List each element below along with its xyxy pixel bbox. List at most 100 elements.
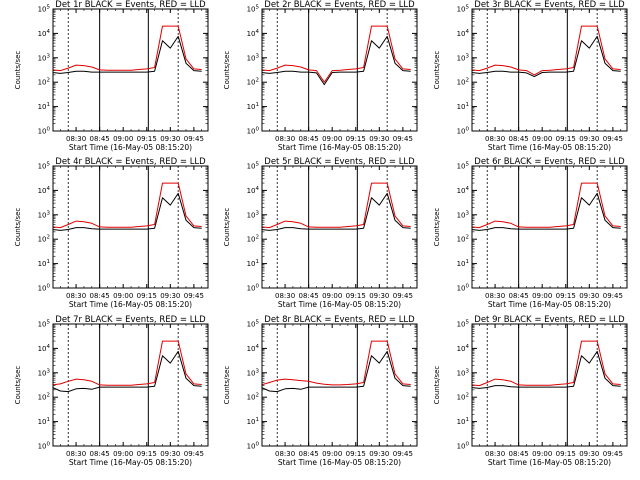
- series-line-events: [52, 192, 202, 231]
- y-tick-label: 100: [457, 127, 470, 136]
- plot-frame: [52, 323, 209, 447]
- x-tick-label: 09:00: [113, 450, 133, 458]
- plot-frame: [471, 8, 628, 132]
- y-tick-label: 101: [457, 259, 469, 268]
- y-tick-label: 104: [247, 186, 260, 195]
- y-tick-label: 102: [38, 235, 50, 244]
- x-tick-label: 09:15: [346, 292, 366, 300]
- plot-frame: [52, 8, 209, 132]
- y-tick-label: 104: [457, 344, 470, 353]
- chart-title: Det 3r BLACK = Events, RED = LLD: [474, 0, 625, 10]
- y-tick-label: 102: [38, 78, 50, 87]
- x-tick-label: 09:30: [369, 292, 389, 300]
- y-tick-label: 103: [457, 53, 470, 62]
- y-tick-label: 104: [457, 29, 470, 38]
- y-tick-label: 103: [247, 210, 260, 219]
- x-axis-label: Start Time (16-May-05 08:15:20): [278, 458, 401, 467]
- series-line-lld: [471, 25, 621, 76]
- series-line-lld: [471, 340, 621, 387]
- y-tick-label: 103: [457, 368, 470, 377]
- y-tick-label: 105: [457, 320, 470, 329]
- x-tick-label: 08:30: [485, 292, 505, 300]
- y-tick-label: 101: [38, 102, 50, 111]
- y-tick-label: 105: [457, 5, 470, 14]
- x-axis-label: Start Time (16-May-05 08:15:20): [488, 458, 611, 467]
- y-tick-label: 100: [457, 442, 470, 451]
- x-tick-label: 09:00: [322, 135, 342, 143]
- y-tick-label: 102: [247, 393, 259, 402]
- y-axis-label: Counts/sec: [14, 208, 22, 247]
- y-tick-label: 102: [38, 393, 50, 402]
- series-line-lld: [261, 340, 411, 386]
- x-tick-label: 08:45: [509, 450, 529, 458]
- x-tick-label: 09:30: [579, 135, 599, 143]
- chart-title: Det 2r BLACK = Events, RED = LLD: [264, 0, 415, 10]
- series-line-lld: [261, 182, 411, 229]
- x-tick-label: 09:00: [113, 292, 133, 300]
- chart-panel: Det 3r BLACK = Events, RED = LLD 100 101 10…: [433, 0, 628, 152]
- chart-title: Det 8r BLACK = Events, RED = LLD: [264, 315, 415, 325]
- x-tick-label: 09:45: [184, 135, 204, 143]
- x-tick-label: 09:45: [184, 292, 204, 300]
- y-tick-label: 104: [247, 344, 260, 353]
- y-tick-label: 100: [247, 442, 260, 451]
- y-axis-label: Counts/sec: [223, 208, 231, 247]
- series-line-events: [261, 192, 411, 231]
- y-tick-label: 101: [247, 102, 259, 111]
- x-tick-label: 09:45: [184, 450, 204, 458]
- chart-panel: Det 7r BLACK = Events, RED = LLD 100 101 10…: [14, 315, 209, 467]
- x-tick-label: 09:45: [393, 450, 413, 458]
- series-line-events: [261, 35, 411, 86]
- x-tick-label: 09:15: [556, 135, 576, 143]
- y-tick-label: 105: [247, 5, 260, 14]
- y-axis-label: Counts/sec: [14, 51, 22, 90]
- x-tick-label: 08:45: [90, 450, 110, 458]
- x-tick-label: 08:30: [275, 450, 295, 458]
- x-tick-label: 09:15: [346, 135, 366, 143]
- plot-frame: [52, 165, 209, 289]
- x-tick-label: 09:45: [393, 292, 413, 300]
- x-tick-label: 09:00: [113, 135, 133, 143]
- x-tick-label: 08:30: [66, 450, 86, 458]
- x-axis-label: Start Time (16-May-05 08:15:20): [69, 458, 192, 467]
- plot-frame: [261, 323, 418, 447]
- y-tick-label: 104: [247, 29, 260, 38]
- y-tick-label: 105: [38, 5, 51, 14]
- y-axis-label: Counts/sec: [223, 366, 231, 405]
- chart-title: Det 5r BLACK = Events, RED = LLD: [264, 157, 415, 167]
- x-tick-label: 08:45: [90, 292, 110, 300]
- y-tick-label: 102: [457, 393, 469, 402]
- x-axis-label: Start Time (16-May-05 08:15:20): [69, 143, 192, 152]
- series-line-events: [471, 192, 621, 231]
- y-axis-label: Counts/sec: [14, 366, 22, 405]
- y-tick-label: 105: [38, 162, 51, 171]
- x-tick-label: 08:30: [275, 292, 295, 300]
- x-tick-label: 08:30: [275, 135, 295, 143]
- chart-title: Det 1r BLACK = Events, RED = LLD: [55, 0, 206, 10]
- series-line-lld: [52, 182, 202, 229]
- y-tick-label: 102: [457, 78, 469, 87]
- x-tick-label: 09:00: [532, 292, 552, 300]
- x-tick-label: 09:00: [532, 450, 552, 458]
- y-tick-label: 101: [38, 417, 50, 426]
- x-tick-label: 09:30: [369, 450, 389, 458]
- y-tick-label: 102: [247, 78, 259, 87]
- y-tick-label: 102: [247, 235, 259, 244]
- chart-title: Det 6r BLACK = Events, RED = LLD: [474, 157, 625, 167]
- x-tick-label: 09:00: [322, 292, 342, 300]
- y-axis-label: Counts/sec: [433, 51, 441, 90]
- y-tick-label: 103: [247, 53, 260, 62]
- y-axis-label: Counts/sec: [433, 366, 441, 405]
- y-tick-label: 103: [38, 368, 51, 377]
- x-tick-label: 09:15: [137, 135, 157, 143]
- x-tick-label: 08:45: [299, 135, 319, 143]
- y-tick-label: 101: [457, 102, 469, 111]
- chart-panel: Det 2r BLACK = Events, RED = LLD 100 101 10…: [223, 0, 418, 152]
- chart-panel: Det 9r BLACK = Events, RED = LLD 100 101 10…: [433, 315, 628, 467]
- plot-frame: [471, 165, 628, 289]
- x-axis-label: Start Time (16-May-05 08:15:20): [278, 300, 401, 309]
- y-tick-label: 105: [457, 162, 470, 171]
- x-tick-label: 09:15: [137, 292, 157, 300]
- x-tick-label: 08:45: [299, 292, 319, 300]
